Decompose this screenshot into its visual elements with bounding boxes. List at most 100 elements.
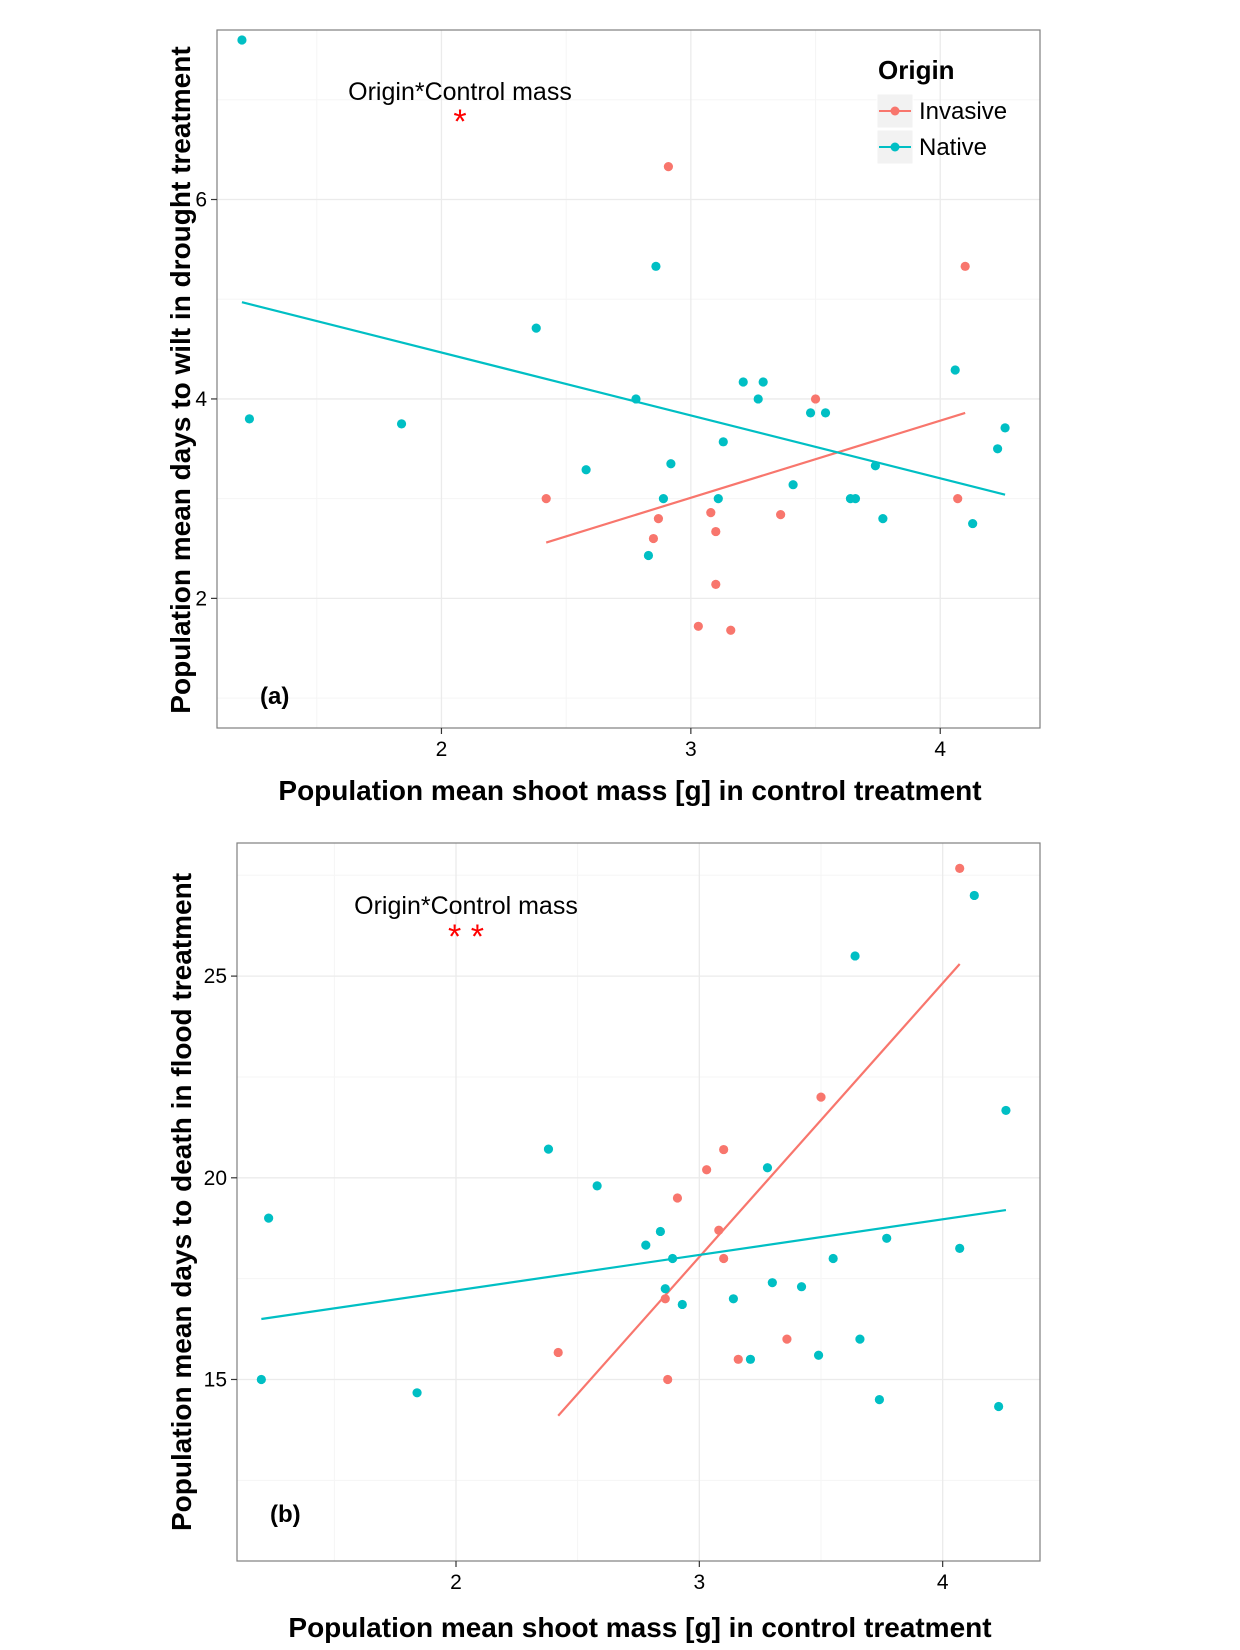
- point-native-a: [581, 465, 591, 475]
- legend-label-invasive: Invasive: [919, 98, 1007, 125]
- point-invasive-b: [719, 1253, 729, 1264]
- point-native-b: [882, 1233, 892, 1243]
- fit-line-invasive-a: [545, 411, 966, 544]
- point-invasive-a: [653, 514, 664, 524]
- point-invasive-b: [816, 1092, 826, 1102]
- point-native-a: [666, 459, 676, 469]
- point-invasive-b: [702, 1165, 712, 1175]
- point-native-a: [968, 518, 978, 529]
- point-invasive-a: [706, 508, 716, 518]
- point-native-b: [256, 1374, 266, 1385]
- point-invasive-a: [953, 494, 963, 504]
- point-native-a: [396, 419, 407, 429]
- point-invasive-b: [660, 1294, 670, 1304]
- y-tick-label-a: 2: [195, 587, 207, 610]
- point-invasive-a: [648, 533, 659, 544]
- point-native-b: [543, 1144, 554, 1154]
- point-native-a: [753, 394, 763, 404]
- point-native-a: [758, 377, 768, 387]
- panel-label-b: (b): [270, 1501, 301, 1528]
- fit-line-invasive-b: [557, 963, 961, 1417]
- point-native-b: [828, 1253, 838, 1264]
- legend-label-native: Native: [919, 134, 987, 161]
- point-native-a: [993, 444, 1003, 454]
- y-tick-label-a: 6: [195, 189, 207, 212]
- point-native-b: [745, 1354, 756, 1364]
- legend-title: Origin: [878, 55, 955, 85]
- point-native-a: [643, 550, 654, 561]
- significance-stars-b: * *: [448, 918, 484, 956]
- plot-border-b: [236, 842, 1041, 1562]
- point-native-b: [677, 1299, 687, 1310]
- point-native-b: [813, 1350, 824, 1360]
- panel-b: 2 3 4 15 20 25 Origin*Control mass * * (b) Po…: [166, 842, 1041, 1643]
- point-native-b: [641, 1240, 651, 1250]
- point-native-b: [850, 951, 860, 961]
- x-tick-label-a: 4: [934, 738, 946, 761]
- point-invasive-a: [541, 494, 551, 504]
- x-tick-label-a: 3: [685, 738, 697, 761]
- fit-line-native-b: [261, 1208, 1007, 1321]
- point-native-a: [1000, 423, 1010, 433]
- point-invasive-b: [553, 1347, 563, 1358]
- point-native-a: [631, 394, 641, 404]
- point-native-b: [264, 1213, 274, 1223]
- significance-stars-a: *: [453, 103, 466, 141]
- point-native-b: [969, 890, 979, 901]
- x-tick-label-b: 2: [450, 1571, 462, 1594]
- y-axis-title-a: Population mean days to wilt in drought …: [165, 46, 196, 713]
- point-invasive-a: [711, 526, 721, 537]
- point-invasive-b: [714, 1225, 724, 1235]
- point-native-b: [955, 1243, 965, 1253]
- panel-label-a: (a): [260, 683, 289, 710]
- point-native-b: [874, 1395, 885, 1405]
- point-invasive-a: [693, 621, 703, 631]
- annotation-b: Origin*Control mass: [354, 892, 578, 920]
- plot-border-a: [216, 29, 1041, 729]
- x-axis-title-b: Population mean shoot mass [g] in contro…: [288, 1612, 991, 1643]
- point-native-a: [531, 323, 541, 333]
- point-invasive-b: [733, 1354, 743, 1364]
- plot-area-b: [237, 843, 1040, 1561]
- point-native-a: [820, 408, 831, 418]
- x-axis-title-a: Population mean shoot mass [g] in contro…: [278, 775, 981, 806]
- point-invasive-a: [663, 162, 674, 172]
- legend-marker-invasive: [890, 106, 900, 116]
- point-native-a: [738, 377, 748, 387]
- point-native-b: [412, 1388, 422, 1398]
- point-native-b: [767, 1278, 777, 1288]
- y-tick-label-b: 15: [204, 1368, 227, 1391]
- plot-area-a: [217, 30, 1040, 728]
- point-invasive-a: [810, 394, 821, 404]
- y-tick-label-b: 25: [204, 965, 227, 988]
- point-native-a: [651, 261, 661, 271]
- point-invasive-a: [776, 510, 786, 520]
- annotation-a: Origin*Control mass: [348, 78, 572, 106]
- point-native-b: [994, 1401, 1004, 1412]
- point-invasive-a: [960, 261, 970, 271]
- point-native-b: [762, 1163, 773, 1173]
- point-invasive-a: [711, 579, 721, 590]
- point-native-a: [244, 414, 255, 424]
- point-native-a: [805, 408, 816, 418]
- point-invasive-b: [663, 1374, 673, 1385]
- point-invasive-a: [726, 625, 736, 635]
- point-native-a: [713, 494, 723, 504]
- point-invasive-b: [719, 1144, 729, 1155]
- point-native-b: [660, 1284, 670, 1294]
- point-native-b: [592, 1181, 602, 1191]
- point-native-a: [237, 35, 247, 45]
- point-native-a: [788, 480, 798, 490]
- point-invasive-b: [782, 1334, 792, 1344]
- point-native-a: [718, 437, 728, 447]
- point-native-a: [850, 494, 861, 504]
- legend-marker-native: [890, 142, 900, 152]
- x-tick-label-b: 3: [693, 1571, 705, 1594]
- point-native-a: [878, 514, 888, 524]
- point-native-b: [1001, 1105, 1011, 1116]
- legend: Origin Invasive Native: [876, 55, 1007, 165]
- point-native-b: [655, 1226, 666, 1237]
- point-native-a: [870, 461, 881, 471]
- point-native-b: [728, 1294, 739, 1304]
